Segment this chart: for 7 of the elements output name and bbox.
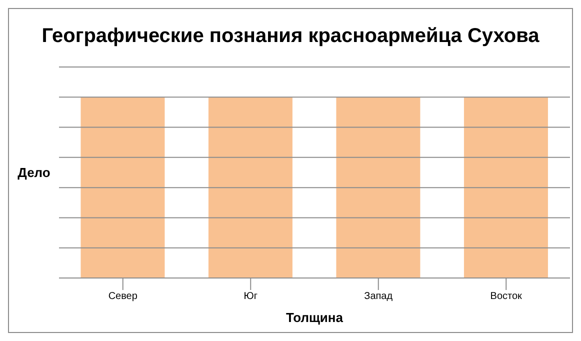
x-tick-label: Север bbox=[108, 291, 138, 302]
chart-title: Географические познания красноармейца Сухова bbox=[40, 25, 540, 49]
y-axis-title: Дело bbox=[18, 165, 50, 180]
x-axis-title: Толщина bbox=[286, 310, 344, 325]
x-tick-label: Восток bbox=[490, 291, 523, 302]
x-tick-label: Юг bbox=[244, 291, 258, 302]
x-tick-label: Запад bbox=[364, 291, 393, 302]
